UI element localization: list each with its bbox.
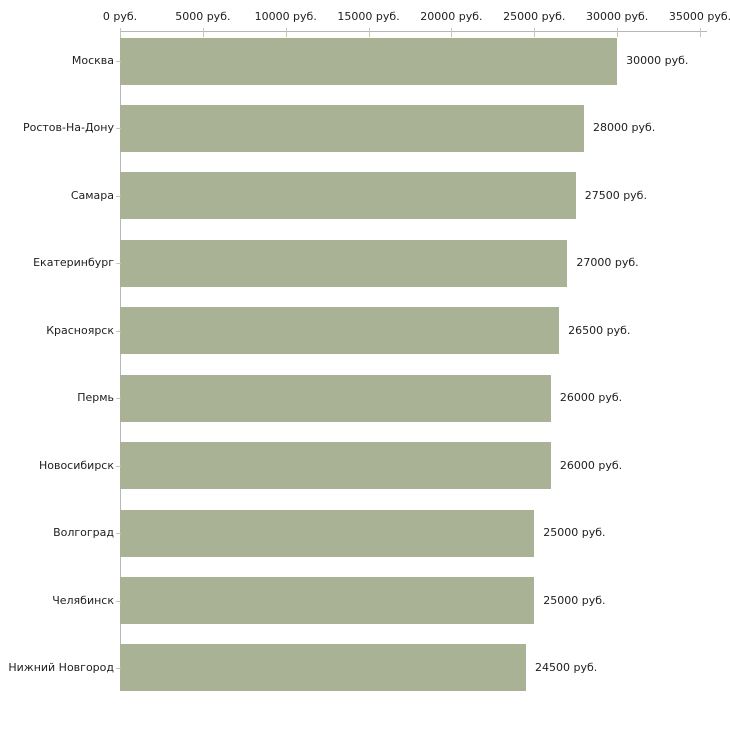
x-axis-line xyxy=(120,31,707,32)
y-tick xyxy=(116,128,121,130)
x-tick-label: 15000 руб. xyxy=(337,10,400,23)
value-label: 24500 руб. xyxy=(535,660,598,674)
y-tick xyxy=(116,667,121,669)
y-tick xyxy=(116,330,121,332)
y-tick xyxy=(116,263,121,265)
category-label: Челябинск xyxy=(52,593,114,607)
x-tick-label: 25000 руб. xyxy=(503,10,566,23)
x-tick-label: 10000 руб. xyxy=(254,10,317,23)
x-tick xyxy=(451,28,453,37)
bar xyxy=(120,104,584,152)
category-label: Красноярск xyxy=(46,323,114,337)
category-label: Екатеринбург xyxy=(33,256,114,270)
value-label: 30000 руб. xyxy=(626,54,689,67)
bar xyxy=(120,644,526,692)
y-tick xyxy=(116,398,121,400)
bar xyxy=(120,239,568,287)
y-tick xyxy=(116,465,121,467)
bar xyxy=(120,577,535,625)
bar xyxy=(120,442,551,490)
x-tick xyxy=(368,28,370,37)
category-label: Самара xyxy=(70,188,114,202)
x-tick-label: 30000 руб. xyxy=(586,10,649,23)
bar xyxy=(120,307,560,355)
x-tick-label: 5000 руб. xyxy=(175,10,231,23)
value-label: 26000 руб. xyxy=(559,458,623,472)
value-label: 26500 руб. xyxy=(568,323,631,337)
y-tick xyxy=(116,533,121,535)
x-tick-label: 20000 руб. xyxy=(420,10,483,23)
x-tick-label: 0 руб. xyxy=(102,10,138,23)
x-tick-label: 35000 руб. xyxy=(668,10,730,23)
y-tick xyxy=(116,61,121,62)
category-label: Ростов-На-Дону xyxy=(22,121,114,135)
bar xyxy=(120,37,618,85)
bar xyxy=(120,509,535,557)
value-label: 27000 руб. xyxy=(576,256,639,270)
bar xyxy=(120,172,576,220)
x-tick xyxy=(534,28,536,37)
x-tick xyxy=(617,28,619,37)
value-label: 26000 руб. xyxy=(559,391,623,405)
category-label: Москва xyxy=(71,54,114,67)
y-tick xyxy=(116,195,121,197)
x-tick xyxy=(120,28,121,37)
y-tick xyxy=(116,600,121,602)
x-tick xyxy=(700,28,701,37)
x-tick xyxy=(202,28,204,37)
value-label: 27500 руб. xyxy=(584,188,647,202)
category-label: Новосибирск xyxy=(38,458,114,472)
value-label: 25000 руб. xyxy=(543,593,606,607)
bar xyxy=(120,374,551,422)
x-tick xyxy=(285,28,287,37)
category-label: Волгоград xyxy=(53,526,114,540)
y-axis-line xyxy=(120,31,121,682)
category-label: Нижний Новгород xyxy=(8,660,114,674)
category-label: Пермь xyxy=(77,391,114,405)
value-label: 28000 руб. xyxy=(593,121,656,135)
value-label: 25000 руб. xyxy=(543,526,606,540)
